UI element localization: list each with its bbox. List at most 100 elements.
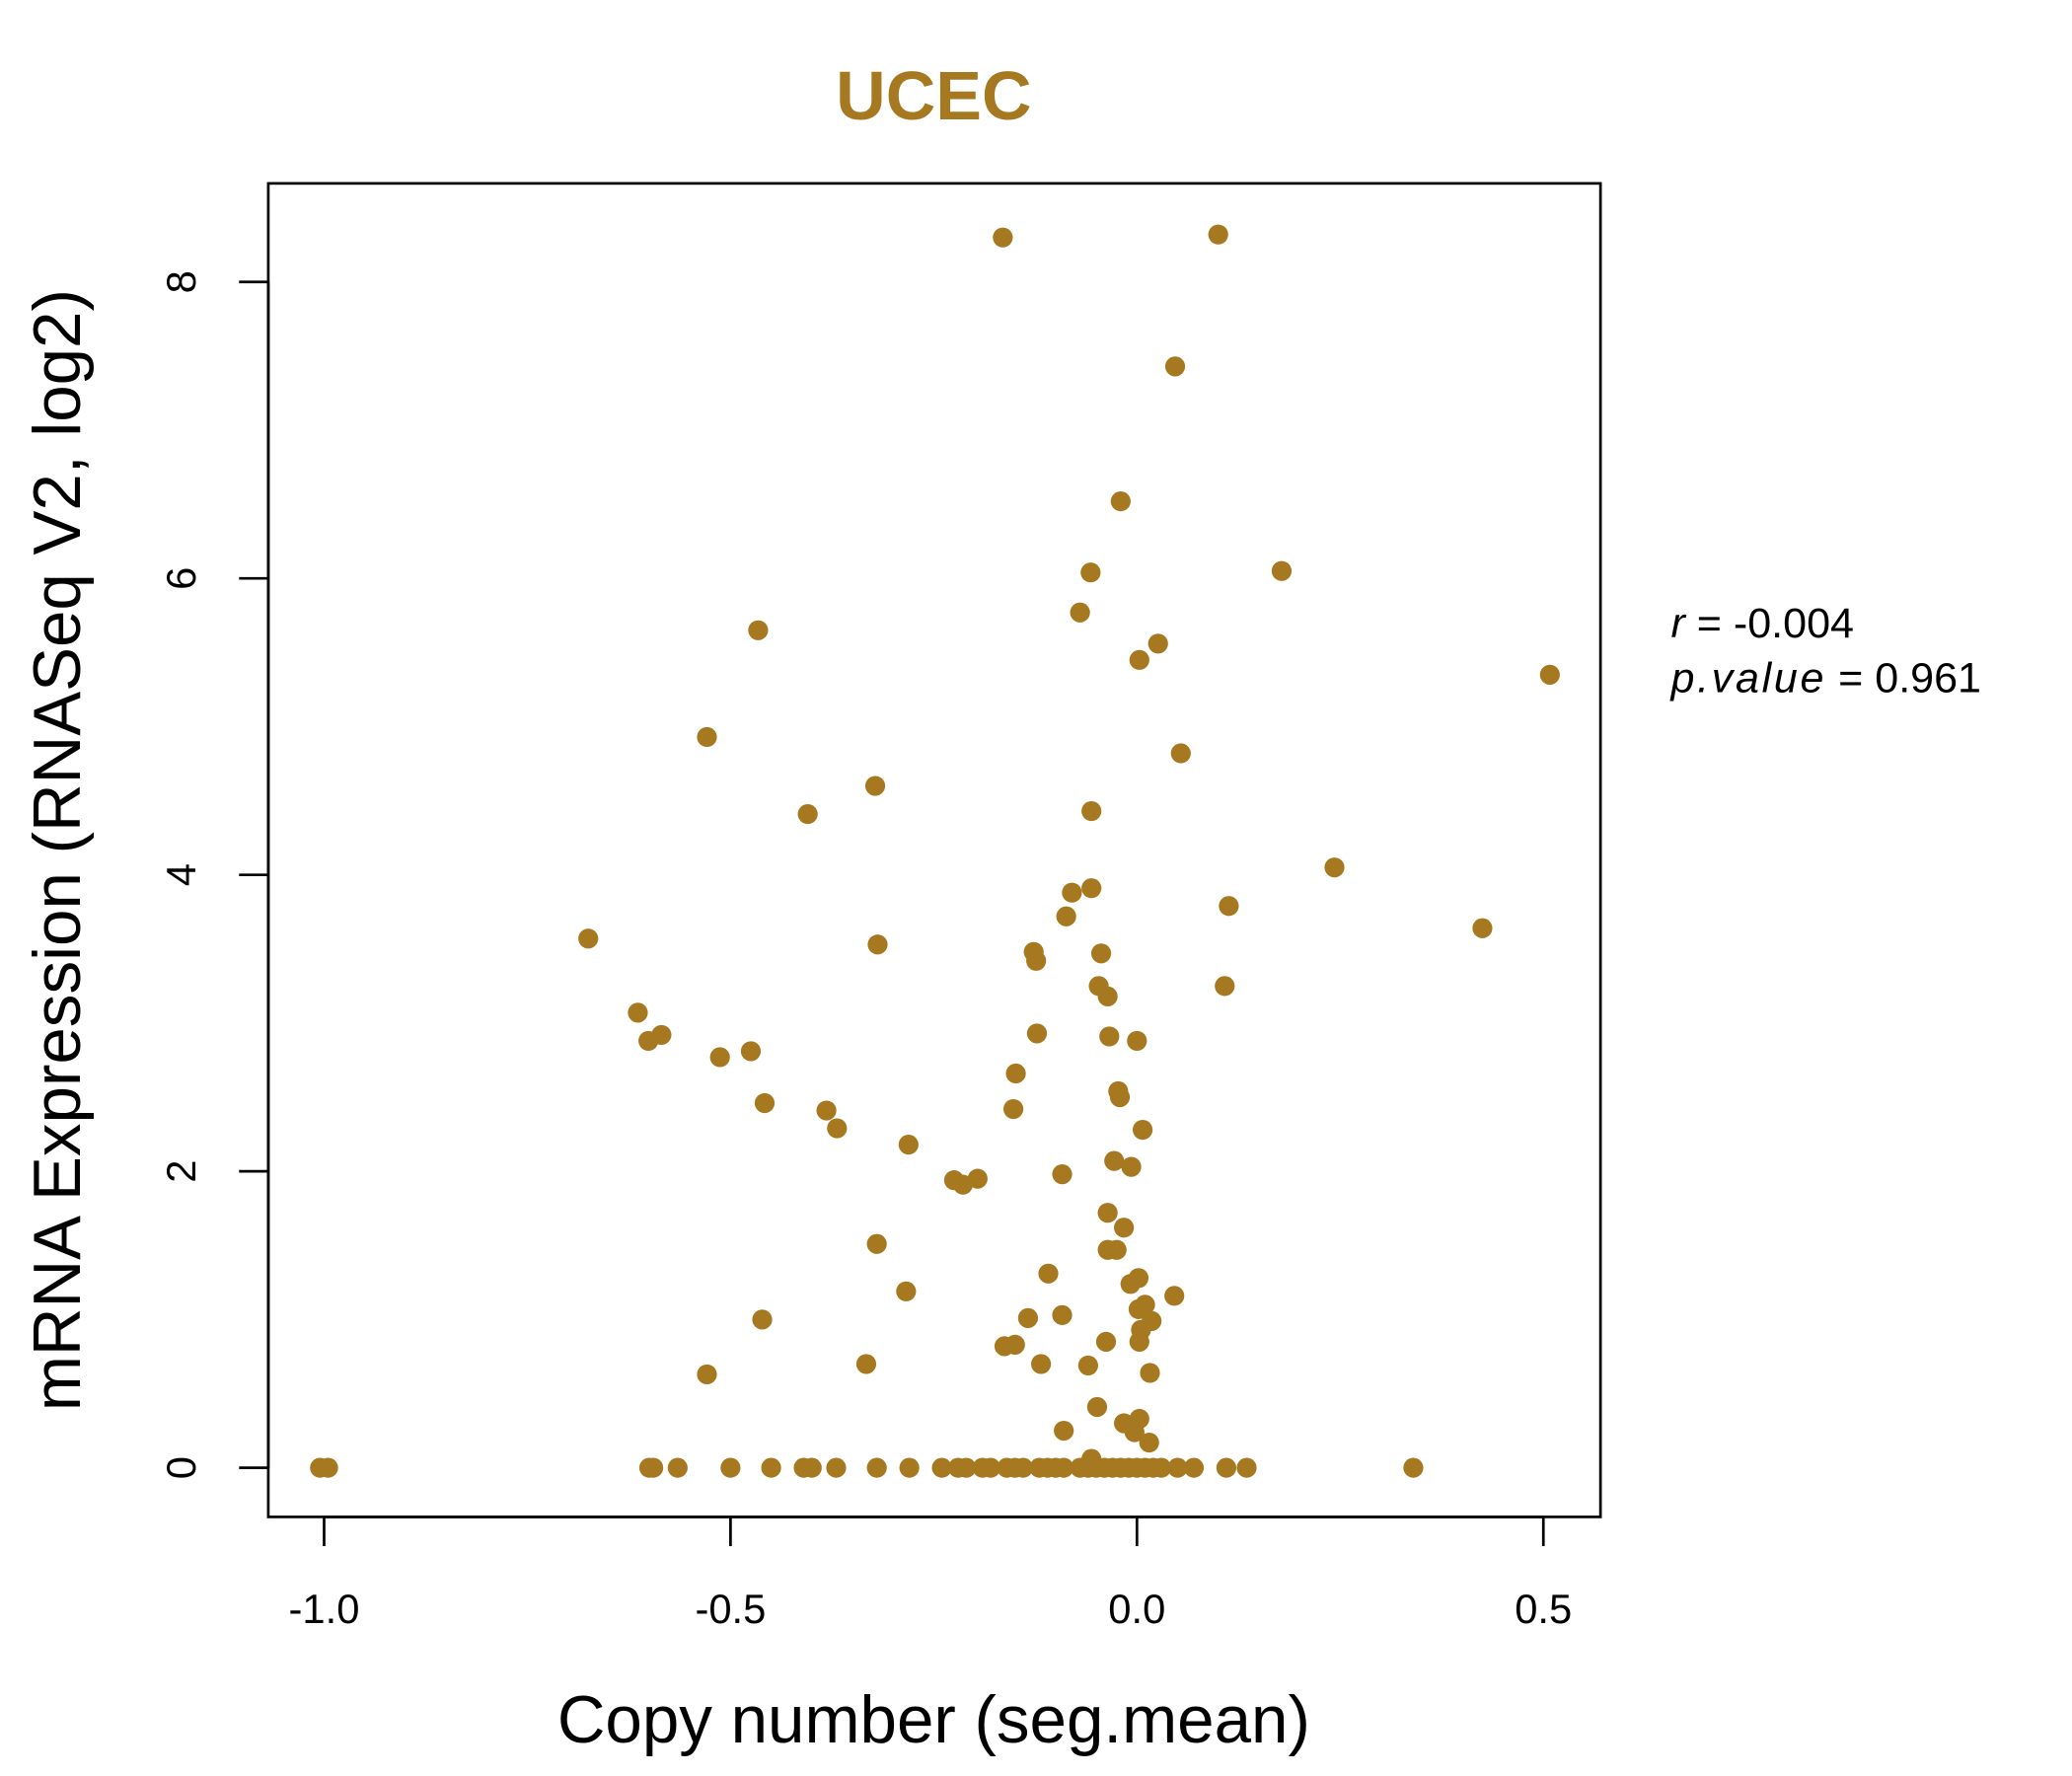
data-point: [967, 1168, 988, 1189]
data-point: [1132, 1119, 1153, 1141]
data-point: [651, 1024, 672, 1046]
data-point: [898, 1134, 919, 1155]
data-point: [1097, 1203, 1118, 1223]
data-point: [980, 1457, 1001, 1478]
data-point: [1052, 1164, 1073, 1185]
data-point: [1120, 1274, 1141, 1295]
data-point: [1081, 878, 1102, 899]
data-point: [1129, 1331, 1149, 1352]
data-point: [318, 1457, 338, 1478]
y-tick-label: 4: [158, 863, 204, 886]
plot-frame: [266, 182, 1602, 1518]
data-point: [1150, 1457, 1172, 1478]
data-point: [1017, 1307, 1039, 1328]
data-point: [578, 928, 599, 949]
data-point: [1324, 857, 1345, 878]
data-point: [1080, 562, 1101, 583]
data-point: [1183, 1457, 1205, 1478]
data-point: [1216, 1457, 1237, 1478]
points-layer: [310, 224, 1560, 1478]
data-point: [956, 1457, 977, 1478]
data-point: [931, 1457, 952, 1478]
data-point: [1121, 1156, 1142, 1177]
data-point: [1114, 1218, 1135, 1238]
p-label: p.value: [1668, 654, 1826, 702]
data-point: [1539, 664, 1560, 685]
data-point: [1472, 918, 1493, 938]
data-point: [1127, 1030, 1147, 1052]
data-point: [1090, 943, 1112, 964]
data-point: [1236, 1457, 1257, 1478]
y-axis: 0 2 4 6 8: [158, 270, 270, 1479]
r-annotation: r = -0.004: [1670, 600, 1854, 647]
data-point: [1054, 1420, 1074, 1442]
data-point: [740, 1041, 762, 1062]
data-point: [1086, 1396, 1108, 1418]
data-point: [855, 1354, 877, 1374]
data-point: [864, 776, 886, 796]
data-point: [1030, 1354, 1052, 1374]
x-axis-label: Copy number (seg.mean): [557, 1683, 1310, 1757]
data-point: [896, 1281, 917, 1301]
p-value: 0.961: [1875, 654, 1981, 702]
data-point: [826, 1457, 847, 1478]
data-point: [1097, 986, 1118, 1006]
data-point: [761, 1457, 781, 1478]
r-value: -0.004: [1734, 600, 1854, 647]
data-point: [1208, 224, 1228, 245]
data-point: [797, 803, 818, 825]
x-axis: -1.0 -0.5 0.0 0.5: [289, 1516, 1572, 1632]
data-point: [1099, 1026, 1120, 1047]
data-point: [1403, 1457, 1424, 1478]
data-point: [1038, 1263, 1059, 1284]
data-point: [1012, 1457, 1034, 1478]
y-axis-label: mRNA Expression (RNASeq V2, log2): [21, 289, 95, 1411]
data-point: [1002, 1098, 1024, 1120]
p-annotation: p.value = 0.961: [1668, 654, 1981, 702]
data-point: [867, 934, 888, 955]
y-tick-label: 6: [158, 567, 204, 590]
data-point: [1095, 1331, 1117, 1352]
data-point: [667, 1457, 688, 1478]
data-point: [1081, 800, 1102, 822]
chart-title: UCEC: [836, 57, 1031, 134]
data-point: [1005, 1063, 1026, 1084]
data-point: [628, 1002, 648, 1023]
data-point: [1052, 1304, 1073, 1325]
data-point: [1106, 1239, 1127, 1260]
data-point: [866, 1233, 887, 1254]
data-point: [643, 1457, 664, 1478]
data-point: [752, 1309, 773, 1330]
data-point: [1054, 1457, 1074, 1478]
data-point: [1164, 356, 1186, 377]
data-point: [697, 1364, 717, 1385]
data-point: [1077, 1355, 1098, 1376]
data-point: [994, 1336, 1015, 1357]
data-point: [720, 1457, 741, 1478]
data-point: [1124, 1422, 1145, 1443]
data-point: [1026, 950, 1047, 971]
data-point: [1170, 743, 1191, 764]
data-point: [709, 1047, 730, 1068]
data-point: [1104, 1150, 1125, 1171]
data-point: [1070, 602, 1090, 623]
data-point: [993, 227, 1013, 248]
y-tick-label: 8: [158, 270, 204, 293]
data-point: [899, 1457, 920, 1478]
data-point: [748, 620, 769, 640]
data-point: [697, 726, 717, 748]
data-point: [816, 1100, 837, 1121]
data-point: [1110, 490, 1131, 512]
r-label: r: [1670, 600, 1686, 647]
data-point: [866, 1457, 887, 1478]
data-point: [1271, 560, 1293, 581]
data-point: [1140, 1363, 1160, 1383]
x-tick-label: -0.5: [695, 1586, 766, 1632]
y-tick-label: 0: [158, 1456, 204, 1479]
y-tick-label: 2: [158, 1160, 204, 1183]
data-point: [1215, 976, 1235, 997]
x-tick-label: 0.5: [1515, 1586, 1572, 1632]
data-point: [1056, 906, 1076, 926]
data-point: [827, 1118, 848, 1139]
